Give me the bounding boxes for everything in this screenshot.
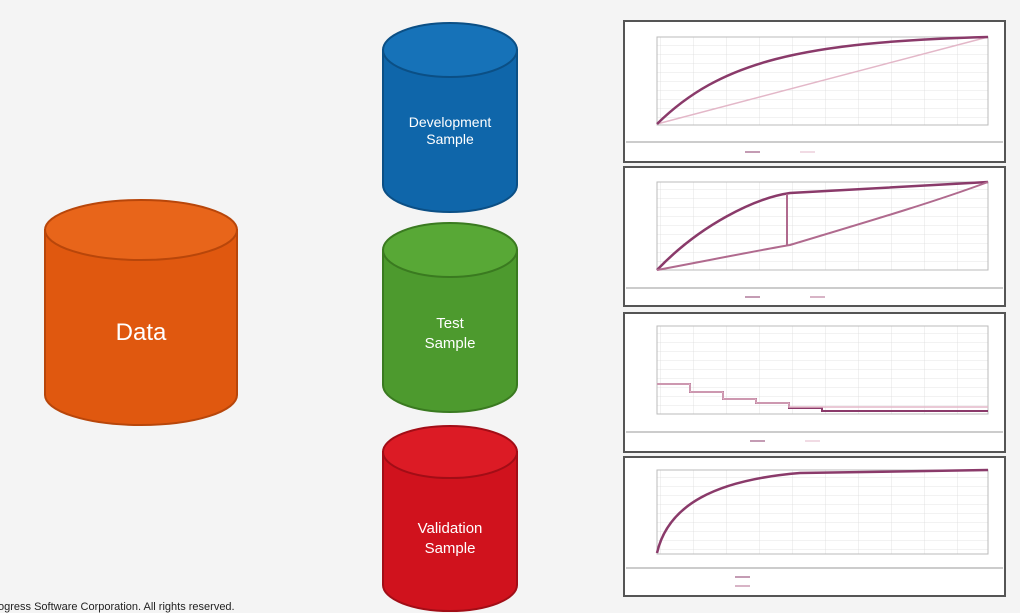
node-label: Development xyxy=(409,114,492,130)
node-label: Data xyxy=(116,319,167,346)
data-cylinder: Data xyxy=(44,199,238,426)
chart-thumbnail xyxy=(623,456,1006,597)
node-label: Sample xyxy=(426,131,474,147)
node-label: Test xyxy=(436,315,464,332)
node-label: Validation xyxy=(418,520,483,537)
node-label: Sample xyxy=(425,540,476,557)
chart-thumbnail xyxy=(623,20,1006,163)
test-cylinder: Test Sample xyxy=(382,222,518,413)
node-label: Sample xyxy=(425,335,476,352)
validation-cylinder: Validation Sample xyxy=(382,425,518,612)
chart-thumbnail xyxy=(623,166,1006,307)
chart-thumbnail xyxy=(623,312,1006,453)
development-cylinder: Development Sample xyxy=(382,22,518,213)
footer: ogress Software Corporation. All rights … xyxy=(0,601,235,613)
